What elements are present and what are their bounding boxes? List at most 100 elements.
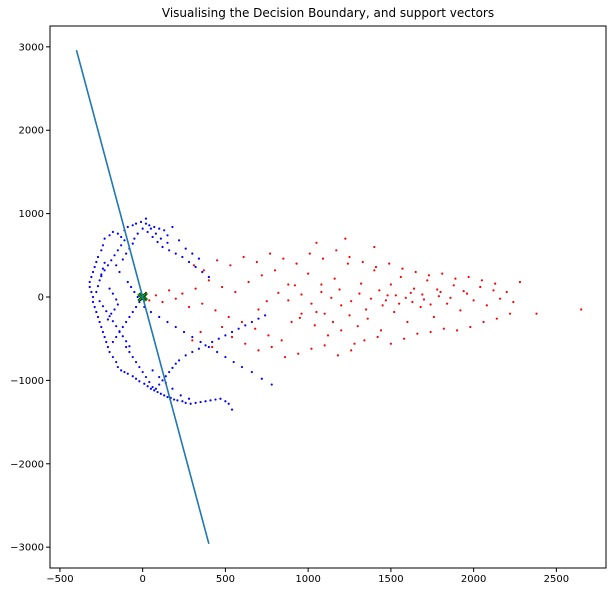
scatter-point (121, 335, 124, 338)
scatter-point (373, 269, 376, 272)
scatter-point (254, 327, 257, 330)
scatter-point (257, 349, 260, 352)
scatter-point (125, 345, 128, 349)
scatter-point (446, 302, 449, 305)
scatter-point (138, 380, 141, 383)
scatter-point (388, 262, 391, 265)
scatter-point (326, 334, 330, 337)
scatter-point (153, 389, 156, 392)
scatter-point (214, 309, 217, 312)
scatter-point (467, 275, 470, 279)
scatter-point (197, 347, 201, 350)
scatter-point (187, 305, 191, 309)
scatter-point (158, 375, 161, 379)
scatter-point (350, 349, 353, 352)
scatter-point (166, 241, 169, 244)
scatter-point (199, 340, 202, 344)
scatter-point (163, 229, 166, 232)
scatter-point (154, 294, 157, 297)
scatter-point (442, 327, 445, 330)
scatter-point (260, 377, 263, 380)
scatter-point (427, 274, 431, 277)
scatter-point (141, 370, 144, 374)
scatter-point (290, 320, 293, 324)
scatter-point (181, 400, 184, 403)
scatter-point (330, 296, 333, 299)
scatter-point (93, 305, 96, 309)
scatter-point (171, 366, 174, 369)
scatter-point (168, 370, 171, 374)
scatter-point (156, 240, 159, 244)
scatter-point (360, 282, 363, 285)
scatter-point (320, 290, 323, 294)
scatter-point (129, 285, 133, 289)
scatter-point (439, 290, 442, 294)
scatter-point (93, 265, 96, 269)
scatter-point (257, 317, 260, 320)
scatter-point (386, 294, 389, 297)
scatter-point (128, 315, 131, 319)
scatter-point (242, 255, 245, 259)
scatter-point (472, 299, 475, 302)
scatter-point (106, 318, 110, 321)
scatter-point (201, 270, 204, 274)
scatter-point (192, 264, 196, 267)
scatter-point (120, 369, 123, 372)
scatter-point (177, 239, 181, 242)
scatter-point (411, 300, 414, 304)
scatter-point (381, 304, 384, 307)
y-tick-label: 3000 (19, 42, 44, 53)
scatter-point (115, 360, 118, 364)
scatter-point (166, 395, 169, 399)
scatter-point (237, 327, 240, 330)
scatter-point (310, 347, 313, 350)
scatter-point (255, 260, 258, 264)
scatter-point (136, 295, 139, 299)
scatter-point (374, 265, 378, 269)
scatter-point (161, 245, 164, 249)
x-tick-label: 500 (216, 574, 235, 585)
scatter-point (161, 379, 164, 382)
scatter-point (244, 342, 247, 345)
scatter-point (244, 324, 247, 327)
scatter-point (356, 325, 359, 328)
scatter-point (131, 310, 134, 314)
scatter-point (179, 394, 182, 397)
x-axis: −500 0 500 1000 1500 2000 2500 (46, 568, 569, 585)
scatter-point (118, 270, 121, 274)
scatter-point (191, 252, 194, 255)
scatter-point (379, 329, 383, 332)
scatter-point (158, 227, 161, 230)
scatter-point (479, 285, 482, 289)
scatter-point (191, 335, 194, 339)
scatter-point (224, 400, 227, 403)
y-tick-label: 0 (38, 293, 44, 304)
scatter-point (101, 330, 105, 334)
scatter-point (174, 362, 177, 365)
scatter-point (174, 325, 177, 329)
scatter-point (346, 262, 349, 265)
scatter-point (378, 289, 381, 292)
scatter-point (480, 279, 483, 282)
scatter-point (340, 304, 343, 307)
scatter-point (297, 352, 300, 355)
scatter-point (105, 340, 108, 344)
scatter-point (250, 370, 253, 374)
scatter-point (134, 377, 138, 380)
scatter-point (287, 299, 290, 302)
scatter-point (267, 334, 270, 337)
scatter-point (171, 225, 174, 229)
scatter-point (95, 260, 98, 264)
scatter-point (197, 257, 201, 260)
scatter-point (264, 314, 267, 317)
scatter-point (234, 290, 237, 294)
scatter-point (209, 399, 212, 402)
scatter-point (518, 280, 522, 284)
scatter-point (96, 285, 100, 288)
scatter-point (240, 320, 244, 324)
y-tick-label: −1000 (10, 376, 44, 387)
scatter-point (151, 235, 154, 239)
scatter-point (280, 339, 283, 342)
scatter-point (141, 227, 144, 230)
